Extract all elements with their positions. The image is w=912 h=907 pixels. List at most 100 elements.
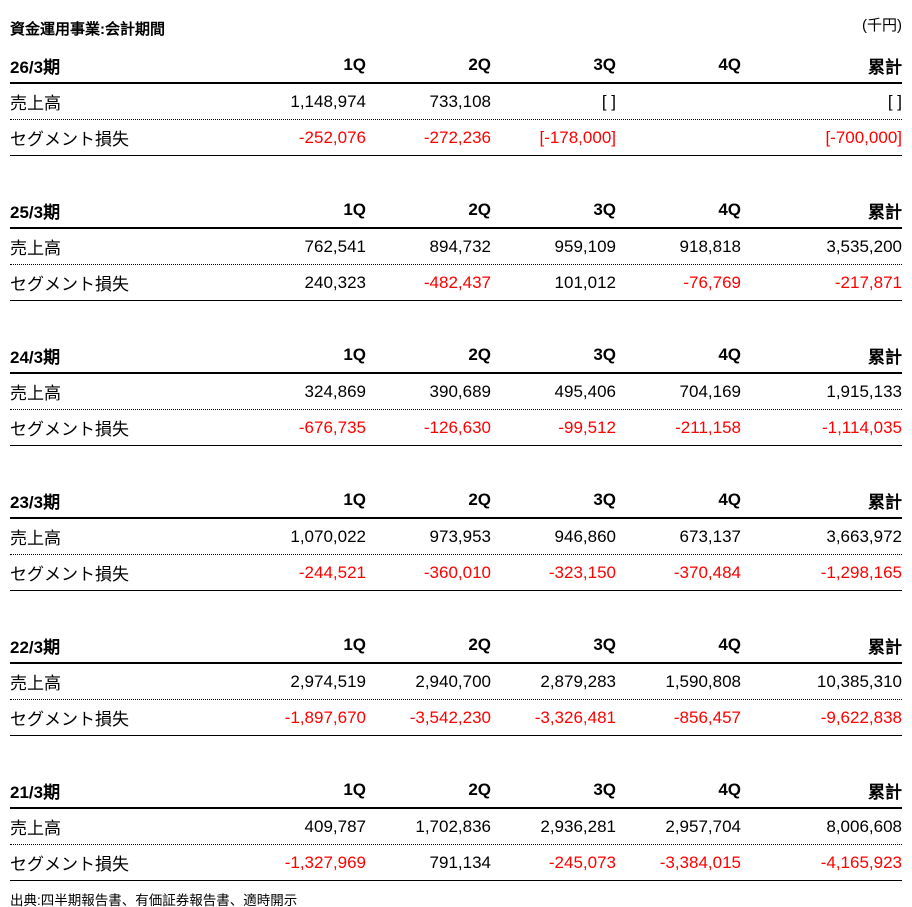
- sales-2q: 973,953: [429, 526, 491, 546]
- table-period-23-3: 23/3期 1Q 2Q 3Q 4Q 累計 売上高 1,070,022 973,9…: [10, 483, 902, 591]
- table-period-25-3: 25/3期 1Q 2Q 3Q 4Q 累計 売上高 762,541 894,732…: [10, 193, 902, 301]
- period-label: 24/3期: [10, 347, 61, 367]
- row-label-loss: セグメント損失: [10, 275, 129, 294]
- sales-3q: 2,879,283: [540, 671, 616, 691]
- column-header-2q: 2Q: [468, 490, 491, 509]
- period-label: 23/3期: [10, 492, 61, 512]
- column-header-3q: 3Q: [593, 55, 616, 74]
- sales-row: 売上高 324,869 390,689 495,406 704,169 1,91…: [10, 374, 902, 410]
- sales-3q: 959,109: [554, 236, 616, 256]
- row-label-sales: 売上高: [10, 529, 61, 548]
- table-header-row: 25/3期 1Q 2Q 3Q 4Q 累計: [10, 193, 902, 229]
- period-label: 21/3期: [10, 782, 61, 802]
- table-period-22-3: 22/3期 1Q 2Q 3Q 4Q 累計 売上高 2,974,519 2,940…: [10, 628, 902, 736]
- loss-4q: -856,457: [673, 707, 741, 727]
- sales-1q: 324,869: [304, 381, 366, 401]
- sales-total: 3,663,972: [826, 526, 902, 546]
- sales-3q: 495,406: [554, 381, 616, 401]
- sales-1q: 2,974,519: [290, 671, 366, 691]
- sales-row: 売上高 1,148,974 733,108 [ ] [ ]: [10, 84, 902, 120]
- page-title: 資金運用事業:会計期間: [10, 21, 165, 38]
- column-header-total: 累計: [868, 202, 902, 222]
- row-label-loss: セグメント損失: [10, 420, 129, 439]
- column-header-1q: 1Q: [343, 780, 366, 799]
- column-header-4q: 4Q: [718, 490, 741, 509]
- column-header-4q: 4Q: [718, 635, 741, 654]
- column-header-3q: 3Q: [593, 635, 616, 654]
- sales-1q: 762,541: [304, 236, 366, 256]
- loss-3q: -99,512: [558, 417, 616, 437]
- loss-3q: [-178,000]: [539, 127, 616, 147]
- sales-row: 売上高 409,787 1,702,836 2,936,281 2,957,70…: [10, 809, 902, 845]
- table-period-24-3: 24/3期 1Q 2Q 3Q 4Q 累計 売上高 324,869 390,689…: [10, 338, 902, 446]
- sales-4q: 1,590,808: [665, 671, 741, 691]
- sales-4q: 918,818: [679, 236, 741, 256]
- row-label-sales: 売上高: [10, 384, 61, 403]
- loss-1q: 240,323: [304, 272, 366, 292]
- loss-1q: -1,327,969: [284, 852, 366, 872]
- row-label-loss: セグメント損失: [10, 710, 129, 729]
- sales-1q: 1,148,974: [290, 91, 366, 111]
- period-label: 25/3期: [10, 202, 61, 222]
- segment-loss-row: セグメント損失 -1,897,670 -3,542,230 -3,326,481…: [10, 700, 902, 736]
- segment-loss-row: セグメント損失 -676,735 -126,630 -99,512 -211,1…: [10, 410, 902, 446]
- sales-3q: [ ]: [601, 91, 616, 111]
- row-label-sales: 売上高: [10, 239, 61, 258]
- column-header-total: 累計: [868, 637, 902, 657]
- loss-2q: -272,236: [423, 127, 491, 147]
- loss-2q: -126,630: [423, 417, 491, 437]
- sales-row: 売上高 762,541 894,732 959,109 918,818 3,53…: [10, 229, 902, 265]
- column-header-total: 累計: [868, 347, 902, 367]
- table-period-26-3: 26/3期 1Q 2Q 3Q 4Q 累計 売上高 1,148,974 733,1…: [10, 48, 902, 156]
- loss-total: [-700,000]: [825, 127, 902, 147]
- source-note: 出典:四半期報告書、有価証券報告書、適時開示: [10, 893, 298, 907]
- row-label-loss: セグメント損失: [10, 565, 129, 584]
- sales-2q: 894,732: [429, 236, 491, 256]
- row-label-loss: セグメント損失: [10, 855, 129, 874]
- sales-total: 1,915,133: [826, 381, 902, 401]
- sales-2q: 733,108: [429, 91, 491, 111]
- loss-3q: 101,012: [554, 272, 616, 292]
- sales-2q: 1,702,836: [415, 816, 491, 836]
- period-label: 26/3期: [10, 57, 61, 77]
- column-header-total: 累計: [868, 492, 902, 512]
- loss-4q: -3,384,015: [659, 852, 741, 872]
- loss-2q: -482,437: [423, 272, 491, 292]
- sales-row: 売上高 2,974,519 2,940,700 2,879,283 1,590,…: [10, 664, 902, 700]
- row-label-loss: セグメント損失: [10, 130, 129, 149]
- table-header-row: 21/3期 1Q 2Q 3Q 4Q 累計: [10, 773, 902, 809]
- sales-total: [ ]: [887, 91, 902, 111]
- loss-4q: -76,769: [683, 272, 741, 292]
- loss-total: -1,298,165: [820, 562, 902, 582]
- loss-1q: -1,897,670: [284, 707, 366, 727]
- loss-4q: -370,484: [673, 562, 741, 582]
- loss-3q: -323,150: [548, 562, 616, 582]
- loss-2q: -360,010: [423, 562, 491, 582]
- loss-4q: -211,158: [675, 417, 741, 437]
- loss-3q: -245,073: [548, 852, 616, 872]
- segment-loss-row: セグメント損失 -252,076 -272,236 [-178,000] [-7…: [10, 120, 902, 156]
- column-header-2q: 2Q: [468, 635, 491, 654]
- segment-loss-row: セグメント損失 240,323 -482,437 101,012 -76,769…: [10, 265, 902, 301]
- table-header-row: 26/3期 1Q 2Q 3Q 4Q 累計: [10, 48, 902, 84]
- table-header-row: 24/3期 1Q 2Q 3Q 4Q 累計: [10, 338, 902, 374]
- column-header-4q: 4Q: [718, 55, 741, 74]
- loss-1q: -252,076: [298, 127, 366, 147]
- sales-4q: 673,137: [679, 526, 741, 546]
- column-header-2q: 2Q: [468, 55, 491, 74]
- sales-3q: 2,936,281: [540, 816, 616, 836]
- loss-2q: -3,542,230: [409, 707, 491, 727]
- column-header-3q: 3Q: [593, 345, 616, 364]
- unit-label: (千円): [862, 17, 902, 34]
- segment-loss-row: セグメント損失 -244,521 -360,010 -323,150 -370,…: [10, 555, 902, 591]
- loss-total: -217,871: [834, 272, 902, 292]
- column-header-1q: 1Q: [343, 490, 366, 509]
- segment-loss-row: セグメント損失 -1,327,969 791,134 -245,073 -3,3…: [10, 845, 902, 881]
- loss-total: -9,622,838: [820, 707, 902, 727]
- table-period-21-3: 21/3期 1Q 2Q 3Q 4Q 累計 売上高 409,787 1,702,8…: [10, 773, 902, 881]
- row-label-sales: 売上高: [10, 94, 61, 113]
- sales-total: 10,385,310: [816, 671, 902, 691]
- table-header-row: 23/3期 1Q 2Q 3Q 4Q 累計: [10, 483, 902, 519]
- loss-1q: -676,735: [298, 417, 366, 437]
